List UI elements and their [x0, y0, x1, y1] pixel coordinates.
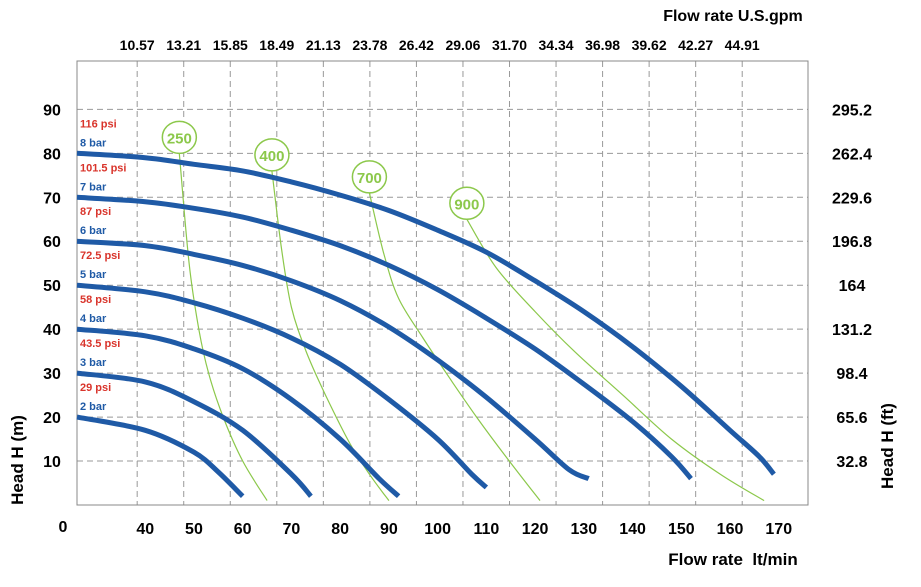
y-tick-label: 60	[43, 234, 61, 251]
x-tick-label: 150	[668, 521, 695, 538]
efficiency-label-circle	[161, 120, 198, 155]
right-tick-label: 65.6	[836, 410, 867, 427]
top-tick-label: 29.06	[445, 37, 480, 53]
x-tick-label: 130	[570, 521, 597, 538]
x-tick-labels: 40 50 60 70 80 90 100 110 120 130 140 150 160 170	[136, 521, 792, 538]
efficiency-label: 250	[167, 130, 192, 147]
right-tick-label: 98.4	[836, 366, 867, 383]
right-tick-label: 32.8	[836, 454, 867, 471]
y-tick-labels: 10 20 30 40 50 60 70 80 90	[43, 102, 61, 471]
top-tick-label: 13.21	[166, 37, 201, 53]
top-tick-label: 21.13	[306, 37, 341, 53]
bar-label: 8 bar	[80, 137, 107, 149]
y-tick-label: 20	[43, 410, 61, 427]
efficiency-label: 900	[454, 196, 479, 213]
head-curve-7-bar	[76, 194, 693, 481]
right-tick-label: 164	[839, 278, 866, 295]
top-tick-label: 34.34	[539, 37, 574, 53]
bar-label: 4 bar	[80, 313, 107, 325]
bar-label: 6 bar	[80, 225, 107, 237]
y-tick-label: 30	[43, 366, 61, 383]
top-tick-label: 39.62	[632, 37, 667, 53]
y-tick-label: 70	[43, 190, 61, 207]
bar-label: 5 bar	[80, 269, 107, 281]
efficiency-label: 700	[357, 170, 382, 187]
head-curve-5-bar	[76, 282, 489, 490]
x-tick-label: 140	[619, 521, 646, 538]
efficiency-label-circle	[449, 186, 485, 221]
top-tick-label: 15.85	[213, 37, 248, 53]
x-tick-label: 90	[380, 521, 398, 538]
x-tick-label: 110	[473, 521, 499, 538]
psi-label: 87 psi	[80, 206, 111, 218]
head-curves	[76, 150, 776, 499]
y-tick-label: 40	[43, 322, 61, 339]
psi-label: 72.5 psi	[80, 250, 120, 262]
head-curve-4-bar	[76, 326, 401, 499]
right-tick-label: 295.2	[832, 102, 872, 119]
psi-label: 43.5 psi	[80, 338, 120, 350]
right-tick-label: 131.2	[832, 322, 872, 339]
top-tick-label: 26.42	[399, 37, 434, 53]
bar-label: 2 bar	[80, 401, 107, 413]
head-curve-6-bar	[76, 238, 590, 481]
right-tick-label: 262.4	[832, 146, 872, 163]
efficiency-label: 400	[259, 148, 284, 165]
efficiency-label-circle	[254, 138, 290, 172]
right-tick-label: 196.8	[832, 234, 872, 251]
top-tick-label: 42.27	[678, 37, 713, 53]
efficiency-curves: 250 400 700 900	[161, 120, 765, 502]
y-tick-label: 50	[43, 278, 61, 295]
top-axis-title: Flow rate U.S.gpm	[663, 8, 803, 25]
efficiency-curve-400	[271, 170, 390, 501]
plot-frame	[76, 60, 809, 506]
x-tick-label: 80	[331, 521, 349, 538]
x-tick-label: 100	[424, 521, 451, 538]
efficiency-label-circle	[351, 160, 388, 194]
psi-label: 58 psi	[80, 294, 111, 306]
head-curve-8-bar	[76, 150, 776, 476]
bottom-axis-title: Flow rate lt/min	[668, 550, 797, 569]
top-tick-label: 23.78	[352, 37, 387, 53]
curve-labels: 29 psi 2 bar 43.5 psi 3 bar 58 psi 4 bar 72.5 …	[80, 118, 126, 413]
right-tick-labels: 32.8 65.6 98.4 131.2 164 196.8 229.6 262.4 295.2	[832, 102, 872, 471]
x-tick-label: 40	[136, 521, 154, 538]
right-tick-label: 229.6	[832, 190, 872, 207]
y-tick-label: 90	[43, 102, 61, 119]
top-tick-label: 10.57	[120, 37, 155, 53]
efficiency-curve-900	[466, 218, 765, 502]
psi-label: 29 psi	[80, 382, 111, 394]
right-axis-title: Head H (ft)	[878, 403, 897, 489]
head-curve-2-bar	[76, 414, 245, 498]
psi-label: 101.5 psi	[80, 162, 126, 174]
top-tick-label: 18.49	[259, 37, 294, 53]
top-tick-label: 31.70	[492, 37, 527, 53]
x-tick-label: 170	[765, 521, 792, 538]
y-tick-label: 80	[43, 146, 61, 163]
bar-label: 7 bar	[80, 181, 107, 193]
origin-label: 0	[59, 519, 68, 536]
x-tick-label: 60	[234, 521, 252, 538]
left-axis-title: Head H (m)	[8, 415, 27, 505]
grid	[77, 61, 808, 505]
x-tick-label: 120	[522, 521, 549, 538]
top-tick-label: 36.98	[585, 37, 620, 53]
y-tick-label: 10	[43, 454, 61, 471]
head-curve-3-bar	[76, 370, 313, 498]
top-tick-labels: 10.57 13.21 15.85 18.49 21.13 23.78 26.42 29.06…	[120, 37, 760, 53]
bar-label: 3 bar	[80, 357, 107, 369]
x-tick-label: 160	[717, 521, 744, 538]
x-tick-label: 50	[185, 521, 203, 538]
top-tick-label: 44.91	[725, 37, 760, 53]
x-tick-label: 70	[283, 521, 301, 538]
psi-label: 116 psi	[80, 118, 117, 130]
